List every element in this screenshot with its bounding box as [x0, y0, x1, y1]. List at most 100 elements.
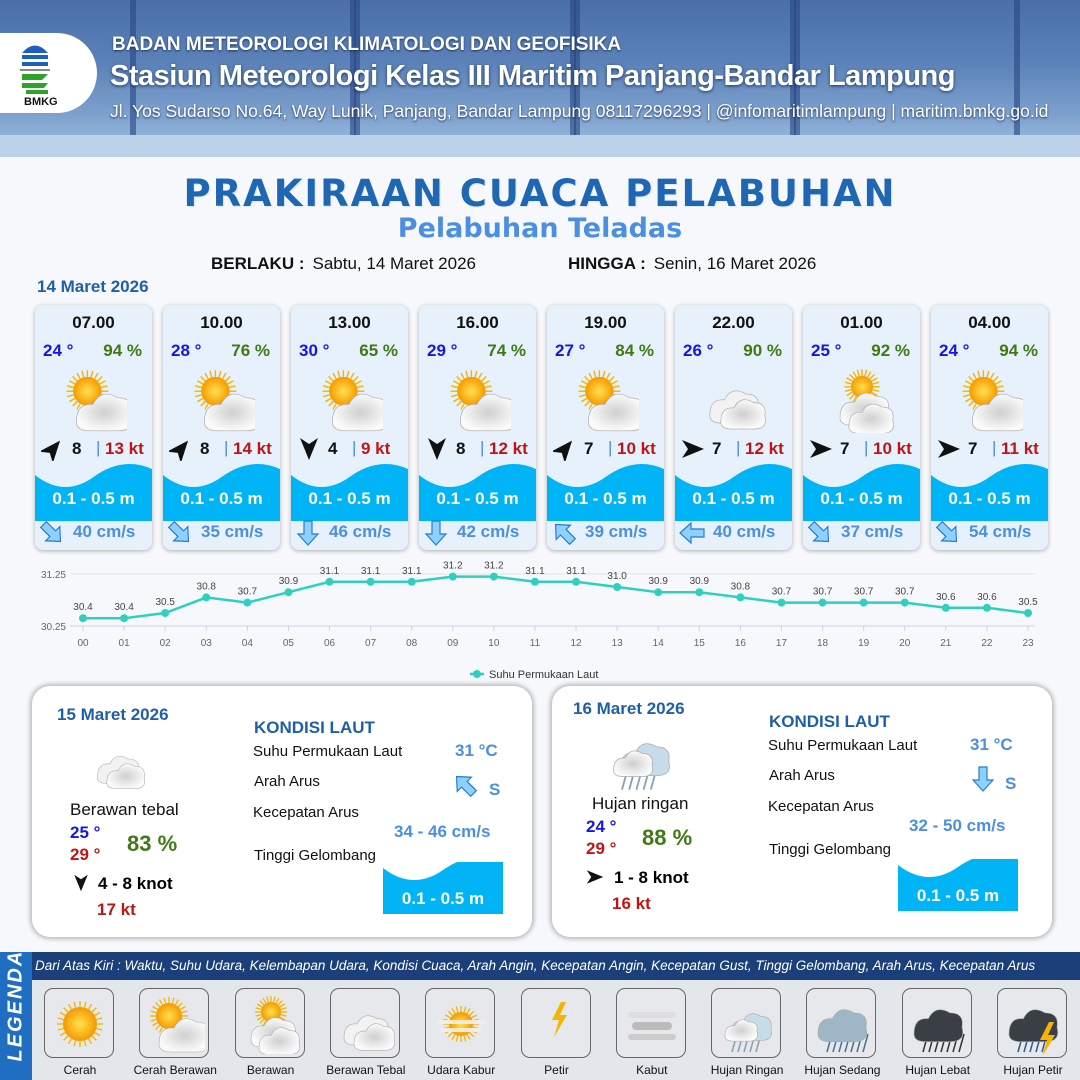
x-tick-label: 02 [160, 638, 172, 649]
legend-item-hujan-lebat: Hujan Lebat [890, 988, 982, 1080]
humidity: 94 % [103, 341, 142, 360]
wave-height-label: Tinggi Gelombang [769, 841, 892, 858]
data-point [736, 593, 745, 602]
legend-label: Petir [544, 1063, 569, 1077]
wind-row: 4 | 9 kt [297, 437, 404, 461]
cerah-berawan-weather-icon [573, 367, 645, 432]
data-point [489, 572, 498, 581]
forecast-time: 16.00 [456, 313, 499, 332]
current-direction-icon [39, 520, 65, 546]
air-temperature: 27 ° [555, 341, 586, 360]
separator: | [864, 438, 869, 457]
current-speed: 40 cm/s [73, 522, 136, 541]
data-label: 30.8 [731, 581, 751, 592]
wave-icon [163, 463, 280, 521]
gust-speed: 10 kt [873, 439, 912, 458]
data-point [1024, 609, 1032, 617]
udara-kabur-icon [425, 988, 496, 1058]
separator: | [480, 438, 485, 457]
wave-height: 0.1 - 0.5 m [820, 489, 903, 508]
hujan-petir-icon [997, 988, 1067, 1058]
data-label: 31.1 [402, 566, 422, 577]
humidity: 92 % [871, 341, 910, 360]
wind-speed: 7 [712, 439, 722, 458]
legend-item-cerah-berawan: Cerah Berawan [127, 988, 219, 1080]
data-point [900, 598, 909, 607]
wave-height: 0.1 - 0.5 m [308, 489, 391, 508]
valid-from-label: BERLAKU : [211, 254, 305, 273]
x-tick-label: 20 [899, 638, 911, 649]
legend-title-bar: LEGENDA [0, 950, 32, 1080]
hujan-ringan-icon [711, 988, 782, 1058]
current-direction-value: S [489, 780, 501, 799]
humidity: 76 % [231, 341, 270, 360]
separator: | [352, 438, 357, 457]
current-direction-icon [807, 520, 833, 546]
x-tick-label: 11 [530, 638, 541, 649]
page-title: PRAKIRAAN CUACA PELABUHAN [183, 172, 897, 215]
legend-marker [473, 670, 481, 678]
wind-direction-icon [39, 437, 65, 464]
data-label: 30.7 [895, 587, 915, 598]
legend-item-udara-kabur: Udara Kabur [413, 988, 505, 1080]
data-label: 30.7 [772, 587, 792, 598]
svg-text:BMKG: BMKG [24, 96, 58, 108]
wave-height: 0.1 - 0.5 m [948, 489, 1031, 508]
data-label: 30.7 [854, 587, 874, 598]
min-temperature: 24 ° [586, 817, 617, 836]
wind-direction-icon [937, 437, 961, 461]
legend-label: Cerah [63, 1063, 97, 1077]
sea-temperature-chart: 30.25 31.25 30.4 00 30.4 01 30.5 02 30.8 03 30.7 04… [41, 561, 1038, 681]
wind-direction-icon [681, 437, 705, 461]
data-point [448, 572, 457, 581]
air-temperature: 24 ° [939, 341, 970, 360]
current-direction-icon [295, 520, 321, 546]
x-tick-label: 09 [447, 638, 459, 649]
data-point [325, 577, 334, 586]
humidity: 65 % [359, 341, 398, 360]
wind-row: 8 | 12 kt [425, 437, 532, 461]
air-temperature: 25 ° [811, 341, 842, 360]
port-name: Pelabuhan Teladas [397, 213, 683, 244]
sst-label: Suhu Permukaan Laut [253, 743, 403, 760]
separator: | [736, 438, 741, 457]
sst-value: 31 °C [455, 741, 498, 760]
forecast-card: 13.00 30 ° 65 % 4 | 9 kt 0.1 - 0.5 m 46 … [291, 305, 408, 550]
data-label: 31.2 [443, 561, 463, 572]
x-tick-label: 14 [653, 638, 665, 649]
cerah-icon [44, 988, 114, 1058]
separator: | [608, 438, 613, 457]
x-tick-label: 12 [570, 638, 582, 649]
wave-icon [931, 463, 1048, 521]
valid-from-value: Sabtu, 14 Maret 2026 [312, 254, 477, 273]
x-tick-label: 04 [242, 638, 254, 649]
forecast-card: 22.00 26 ° 90 % 7 | 12 kt 0.1 - 0.5 m 40… [675, 305, 792, 550]
current-speed: 46 cm/s [329, 522, 392, 541]
data-point [613, 583, 622, 591]
data-label: 30.5 [1018, 597, 1038, 608]
data-label: 30.7 [813, 587, 833, 598]
cerah-berawan-icon [139, 988, 210, 1058]
legend-item-berawan: Berawan [223, 988, 315, 1080]
x-tick-label: 22 [981, 638, 993, 649]
wave-icon [419, 463, 536, 521]
panel-date: 15 Maret 2026 [57, 705, 169, 724]
x-tick-label: 16 [735, 638, 747, 649]
data-label: 31.1 [566, 566, 586, 577]
current-speed: 54 cm/s [969, 522, 1032, 541]
max-temperature: 29 ° [586, 839, 617, 858]
data-label: 30.7 [238, 587, 258, 598]
bmkg-logo: BMKG [0, 33, 97, 113]
legend-item-berawan-tebal: Berawan Tebal [318, 988, 410, 1080]
wind-direction-icon [72, 874, 90, 897]
cerah-berawan-weather-icon [189, 367, 261, 432]
separator: | [992, 438, 997, 457]
x-tick-label: 21 [940, 638, 952, 649]
x-tick-label: 03 [201, 638, 213, 649]
current-direction-icon [167, 520, 193, 546]
kabut-icon [615, 988, 686, 1058]
wind-row: 7 | 10 kt [551, 437, 660, 464]
wave-icon [803, 463, 920, 521]
forecast-time: 07.00 [72, 313, 115, 332]
humidity: 88 % [642, 825, 693, 850]
